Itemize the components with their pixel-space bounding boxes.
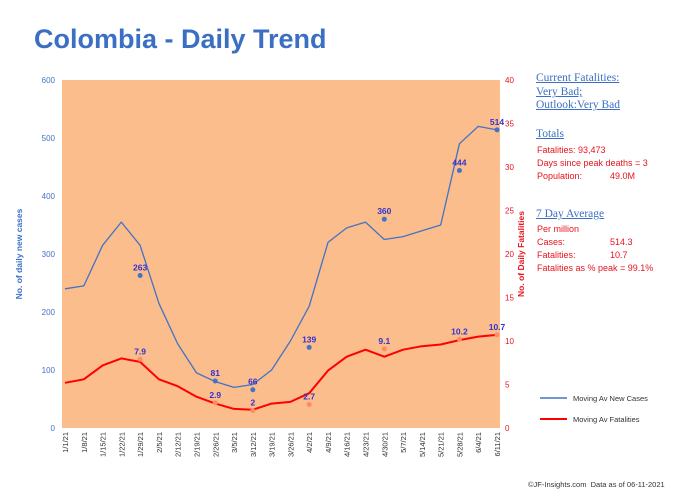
totals-fatalities: Fatalities: 93,473 <box>537 145 606 155</box>
fatalities-annotation-point <box>381 346 387 352</box>
status-line-1: Current Fatalities: <box>536 72 620 84</box>
y2-tick-label: 40 <box>505 76 514 85</box>
cases-annotation-label: 360 <box>377 206 391 216</box>
seven-day-cases-value: 514.3 <box>610 237 633 247</box>
plot-background <box>62 80 500 428</box>
cases-annotation-point <box>494 127 500 133</box>
x-tick-label: 5/28/21 <box>455 432 464 457</box>
y-tick-label: 0 <box>51 424 56 433</box>
x-tick-label: 4/23/21 <box>362 432 371 457</box>
y2-tick-label: 35 <box>505 120 514 129</box>
cases-annotation-label: 66 <box>248 377 258 387</box>
y-tick-label: 200 <box>42 308 56 317</box>
cases-annotation-label: 514 <box>490 117 504 127</box>
x-tick-label: 4/16/21 <box>343 432 352 457</box>
y-tick-label: 500 <box>42 134 56 143</box>
y2-tick-label: 20 <box>505 250 514 259</box>
x-tick-label: 5/21/21 <box>437 432 446 457</box>
status-line-3: Outlook:Very Bad <box>536 99 621 111</box>
cases-annotation-point <box>456 167 462 173</box>
fatalities-annotation-point <box>456 336 462 342</box>
fatalities-annotation-label: 9.1 <box>378 336 390 346</box>
x-tick-label: 1/15/21 <box>99 432 108 457</box>
x-tick-label: 3/19/21 <box>268 432 277 457</box>
y-tick-label: 100 <box>42 366 56 375</box>
seven-day-per-million: Per million <box>537 224 580 234</box>
x-tick-label: 2/26/21 <box>211 432 220 457</box>
cases-annotation-point <box>137 272 143 278</box>
x-tick-label: 3/5/21 <box>230 432 239 453</box>
series-line-fatalities <box>64 333 498 411</box>
fatalities-annotation-point <box>250 408 256 414</box>
y2-tick-label: 10 <box>505 337 514 346</box>
x-tick-label: 4/9/21 <box>324 432 333 453</box>
seven-day-cases-label: Cases: <box>537 237 566 247</box>
fatalities-annotation-label: 10.7 <box>489 322 506 332</box>
fatalities-annotation-label: 7.9 <box>134 346 146 356</box>
x-tick-label: 1/8/21 <box>80 432 89 453</box>
status-line-2: Very Bad; <box>536 86 583 98</box>
fatalities-annotation-point <box>306 402 312 408</box>
cases-annotation-point <box>306 344 312 350</box>
seven-day-heading: 7 Day Average <box>536 208 605 220</box>
chart-legend: Moving Av New Cases Moving Av Fatalities <box>540 394 648 424</box>
cases-annotation-point <box>212 378 218 384</box>
cases-annotation-label: 444 <box>452 157 466 167</box>
totals-heading: Totals <box>536 128 564 140</box>
footer-credit: ©JF-Insights.com Data as of 06-11-2021 <box>528 480 665 489</box>
cases-annotation-label: 81 <box>211 368 221 378</box>
y-tick-label: 600 <box>42 76 56 85</box>
totals-days-since-peak: Days since peak deaths = 3 <box>537 158 648 168</box>
cases-annotation-label: 263 <box>133 262 147 272</box>
cases-annotation-point <box>381 216 387 222</box>
x-tick-label: 2/19/21 <box>192 432 201 457</box>
seven-day-fatalities-label: Fatalities: <box>537 250 576 260</box>
x-tick-label: 6/11/21 <box>493 432 502 456</box>
legend-label-cases: Moving Av New Cases <box>573 394 648 403</box>
y-axis-title: No. of daily new cases <box>14 208 24 299</box>
y2-tick-label: 30 <box>505 163 514 172</box>
y2-tick-label: 15 <box>505 294 514 303</box>
x-tick-label: 2/12/21 <box>174 432 183 457</box>
fatalities-annotation-label: 10.2 <box>451 326 468 336</box>
x-tick-label: 1/29/21 <box>136 432 145 457</box>
x-tick-label: 4/30/21 <box>380 432 389 457</box>
fatalities-annotation-label: 2 <box>250 398 255 408</box>
cases-annotation-label: 139 <box>302 334 316 344</box>
y-tick-label: 400 <box>42 192 56 201</box>
x-tick-label: 3/12/21 <box>249 432 258 457</box>
series-line-cases <box>64 125 498 389</box>
x-tick-label: 3/26/21 <box>286 432 295 457</box>
seven-day-pct-peak: Fatalities as % peak = 99.1% <box>537 263 654 273</box>
y2-tick-label: 5 <box>505 381 510 390</box>
x-tick-label: 1/1/21 <box>61 432 70 453</box>
page-title: Colombia - Daily Trend <box>34 24 327 54</box>
x-tick-label: 1/22/21 <box>117 432 126 457</box>
seven-day-fatalities-value: 10.7 <box>610 250 628 260</box>
cases-annotation-point <box>250 387 256 393</box>
totals-population-value: 49.0M <box>610 171 636 181</box>
fatalities-annotation-point <box>212 400 218 406</box>
totals-population-label: Population: <box>537 171 583 181</box>
y-tick-label: 300 <box>42 250 56 259</box>
x-tick-label: 4/2/21 <box>305 432 314 453</box>
fatalities-annotation-label: 2.9 <box>209 390 221 400</box>
x-tick-label: 5/14/21 <box>418 432 427 457</box>
legend-label-fatalities: Moving Av Fatalities <box>573 415 640 424</box>
y2-tick-label: 25 <box>505 207 514 216</box>
y2-tick-label: 0 <box>505 424 510 433</box>
x-tick-label: 2/5/21 <box>155 432 164 453</box>
fatalities-annotation-label: 2.7 <box>303 392 315 402</box>
x-tick-label: 5/7/21 <box>399 432 408 453</box>
fatalities-annotation-point <box>494 332 500 338</box>
y2-axis-title: No. of Daily Fatalities <box>516 211 526 297</box>
x-tick-label: 6/4/21 <box>474 432 483 453</box>
fatalities-annotation-point <box>137 356 143 362</box>
